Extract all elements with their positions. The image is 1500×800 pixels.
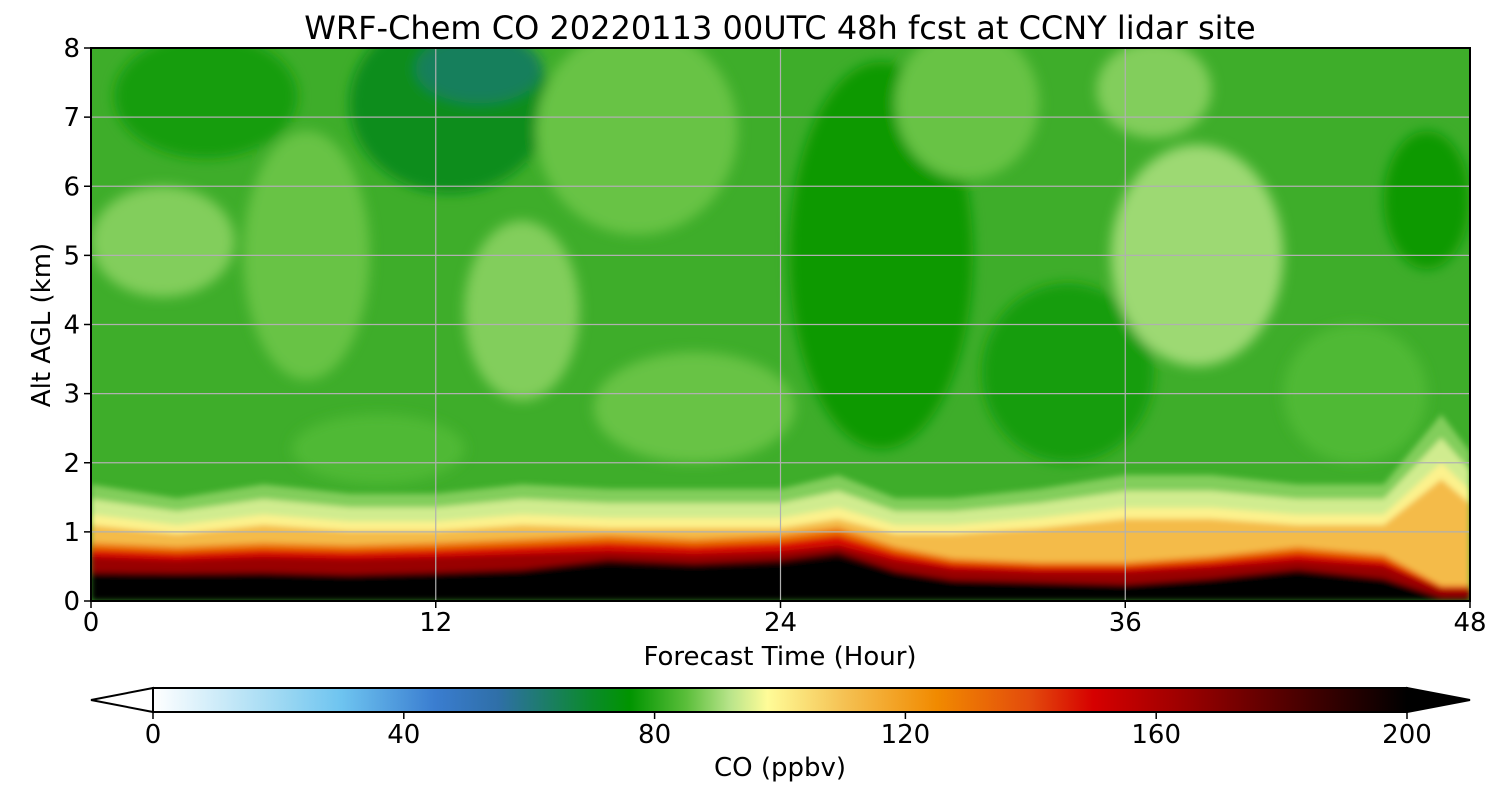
colorbar-label: CO (ppbv) bbox=[714, 753, 846, 783]
chart-title: WRF-Chem CO 20220113 00UTC 48h fcst at C… bbox=[304, 9, 1255, 47]
y-tick-label: 5 bbox=[63, 241, 80, 271]
colorbar: 0 40 80 120 160 200 CO (ppbv) bbox=[90, 686, 1471, 783]
x-axis-label: Forecast Time (Hour) bbox=[643, 642, 916, 672]
y-tick-label: 2 bbox=[63, 449, 80, 479]
x-tick-label: 48 bbox=[1453, 608, 1486, 638]
y-tick-label: 1 bbox=[63, 518, 80, 548]
colorbar-tick-label: 120 bbox=[881, 720, 931, 750]
co-field-blobs bbox=[91, 48, 1470, 484]
co-patch bbox=[536, 48, 738, 235]
co-patch bbox=[895, 48, 1040, 180]
grid-lines bbox=[91, 48, 1470, 601]
co-patch bbox=[464, 220, 580, 401]
y-tick-label: 6 bbox=[63, 172, 80, 202]
co-patch bbox=[593, 352, 795, 463]
plot-area bbox=[91, 48, 1470, 601]
co-patch bbox=[91, 186, 235, 297]
y-tick-label: 3 bbox=[63, 380, 80, 410]
colorbar-tick-label: 200 bbox=[1382, 720, 1432, 750]
y-tick-label: 0 bbox=[63, 587, 80, 617]
colorbar-tick-label: 0 bbox=[145, 720, 162, 750]
co-patch bbox=[1383, 130, 1470, 270]
colorbar-tick-label: 80 bbox=[638, 720, 671, 750]
colorbar-tick-label: 40 bbox=[387, 720, 420, 750]
co-patch bbox=[415, 48, 543, 104]
colorbar-frame bbox=[152, 687, 1408, 713]
x-tick-label: 0 bbox=[83, 608, 100, 638]
y-tick-label: 8 bbox=[63, 34, 80, 64]
x-tick-label: 24 bbox=[764, 608, 797, 638]
colorbar-tick-label: 160 bbox=[1131, 720, 1181, 750]
co-patch bbox=[1096, 48, 1212, 138]
co-patch bbox=[114, 48, 298, 159]
colorbar-max-extension bbox=[1406, 686, 1471, 714]
y-tick-label: 7 bbox=[63, 103, 80, 133]
x-axis-ticks: 0 12 24 36 48 bbox=[83, 601, 1487, 638]
y-axis-label: Alt AGL (km) bbox=[27, 243, 57, 407]
co-patch bbox=[981, 283, 1154, 463]
x-tick-label: 36 bbox=[1109, 608, 1142, 638]
colorbar-min-extension bbox=[90, 686, 154, 714]
colorbar-ticks: 0 40 80 120 160 200 bbox=[145, 712, 1432, 750]
x-tick-label: 12 bbox=[419, 608, 452, 638]
colorbar-gradient bbox=[153, 688, 1407, 712]
y-tick-label: 4 bbox=[63, 311, 80, 341]
co-patch bbox=[292, 414, 465, 484]
y-axis-ticks: 0 1 2 3 4 5 6 7 8 bbox=[63, 34, 91, 617]
